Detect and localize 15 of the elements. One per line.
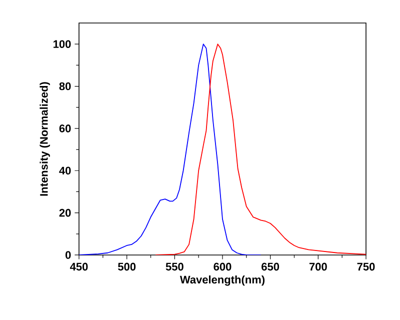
x-tick-label: 550: [166, 262, 184, 271]
x-tick-label: 750: [357, 262, 375, 271]
y-tick-label: 80: [59, 82, 71, 90]
y-tick-label: 40: [59, 166, 71, 175]
x-tick-label: 600: [214, 262, 232, 271]
x-tick-label: 650: [262, 262, 280, 271]
x-tick-label: 500: [118, 262, 136, 271]
x-tick-label: 450: [70, 262, 88, 271]
y-tick-label: 20: [59, 208, 71, 217]
y-tick-label: 0: [66, 251, 71, 259]
y-tick-label: 60: [59, 124, 71, 132]
x-tick-label: 700: [309, 262, 327, 271]
y-axis-title: Intensity (Normalized): [40, 82, 50, 196]
y-tick-label: 100: [54, 40, 71, 48]
x-axis-title: Wavelength(nm): [180, 275, 265, 286]
